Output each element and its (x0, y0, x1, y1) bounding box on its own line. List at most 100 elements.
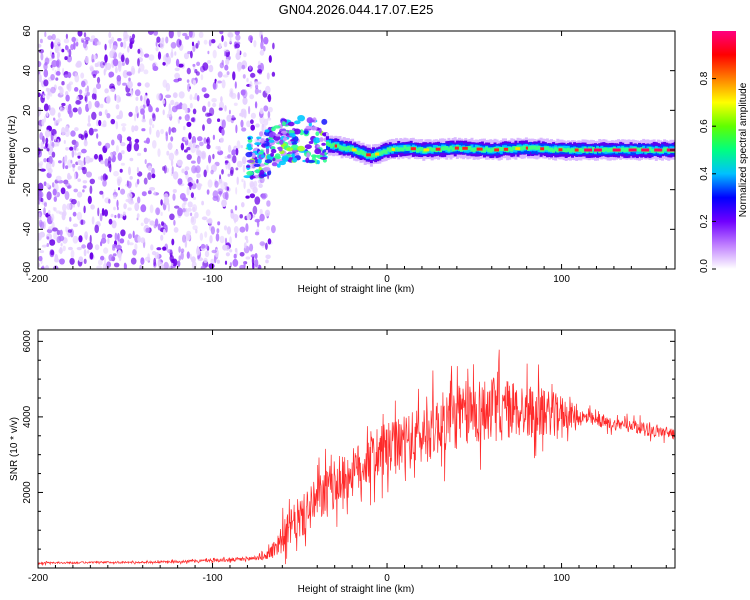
noise-speckle (122, 211, 126, 217)
noise-speckle (186, 79, 190, 83)
noise-speckle (73, 188, 78, 193)
noise-speckle (234, 248, 238, 253)
colorbar-tick-label: 0.8 (699, 71, 710, 85)
onset-blob (260, 174, 268, 177)
noise-speckle (45, 162, 52, 171)
noise-speckle (143, 147, 147, 153)
noise-speckle (65, 45, 69, 51)
noise-speckle (210, 258, 215, 265)
noise-speckle (194, 211, 199, 219)
y-tick-label: 2000 (22, 481, 33, 504)
noise-speckle (103, 209, 108, 217)
signal-peak (391, 148, 395, 151)
noise-speckle (221, 119, 226, 129)
noise-speckle (96, 119, 99, 127)
noise-speckle (192, 108, 197, 115)
noise-speckle (212, 82, 218, 90)
noise-speckle (51, 33, 56, 41)
noise-speckle (137, 58, 140, 67)
noise-speckle (74, 72, 78, 78)
onset-blob (270, 146, 276, 150)
noise-speckle (66, 55, 73, 63)
signal-band-cell (460, 147, 463, 152)
noise-speckle (89, 252, 94, 260)
onset-blob (304, 144, 312, 150)
onset-blob (307, 159, 316, 163)
signal-band-cell (340, 146, 344, 151)
noise-speckle (112, 151, 117, 157)
noise-speckle (92, 41, 95, 46)
noise-speckle (65, 147, 69, 151)
noise-speckle (104, 142, 111, 149)
noise-speckle (207, 179, 213, 188)
noise-speckle (88, 127, 94, 136)
noise-speckle (217, 71, 223, 78)
noise-speckle (161, 221, 164, 226)
noise-speckle (146, 98, 150, 107)
noise-speckle (156, 36, 161, 43)
noise-speckle (150, 244, 154, 251)
noise-speckle (99, 213, 103, 222)
colorbar-tick-label: 0.4 (699, 166, 710, 180)
noise-speckle (102, 263, 108, 269)
noise-speckle (187, 51, 192, 55)
noise-speckle (53, 117, 56, 121)
noise-speckle (41, 244, 48, 248)
signal-peak (515, 147, 521, 151)
figure-title: GN04.2026.044.17.07.E25 (279, 2, 434, 17)
noise-speckle (212, 49, 217, 59)
noise-speckle (71, 198, 77, 205)
onset-blob (271, 162, 278, 167)
noise-speckle (45, 137, 49, 144)
noise-speckle (45, 142, 48, 149)
noise-speckle (225, 252, 230, 257)
noise-speckle (271, 71, 276, 77)
noise-speckle (38, 43, 42, 48)
noise-speckle (94, 70, 100, 74)
noise-speckle (240, 119, 244, 128)
noise-speckle (77, 155, 81, 159)
noise-speckle (71, 149, 75, 158)
noise-speckle (102, 179, 107, 187)
noise-speckle (134, 202, 140, 212)
noise-speckle (72, 211, 77, 217)
noise-speckle (186, 67, 191, 75)
noise-speckle (245, 256, 251, 260)
noise-speckle (168, 126, 171, 136)
onset-blob (243, 175, 252, 179)
noise-speckle (249, 81, 253, 89)
noise-speckle (107, 233, 113, 238)
noise-speckle (67, 184, 72, 189)
noise-speckle (149, 187, 156, 191)
noise-speckle (116, 75, 122, 82)
noise-speckle (93, 54, 97, 60)
onset-blob (293, 128, 301, 135)
signal-band-cell (520, 146, 524, 151)
noise-speckle (86, 242, 93, 250)
noise-speckle (104, 63, 108, 72)
signal-band-cell (497, 147, 501, 152)
noise-speckle (197, 182, 200, 186)
noise-speckle (65, 94, 70, 102)
noise-speckle (197, 40, 200, 46)
noise-speckle (127, 80, 133, 89)
noise-speckle (114, 93, 117, 101)
noise-speckle (212, 134, 215, 140)
noise-speckle (182, 208, 186, 213)
signal-band-cell (510, 147, 514, 152)
noise-speckle (46, 243, 50, 247)
signal-band-cell (332, 142, 336, 147)
noise-speckle (263, 45, 266, 52)
noise-speckle (234, 31, 240, 36)
noise-speckle (61, 127, 66, 136)
noise-speckle (220, 96, 223, 103)
noise-speckle (254, 101, 258, 109)
noise-speckle (186, 230, 192, 236)
noise-speckle (94, 62, 99, 68)
noise-speckle (108, 218, 113, 225)
noise-speckle (100, 241, 103, 247)
noise-speckle (215, 81, 219, 85)
noise-speckle (39, 132, 44, 140)
noise-speckle (65, 226, 68, 232)
